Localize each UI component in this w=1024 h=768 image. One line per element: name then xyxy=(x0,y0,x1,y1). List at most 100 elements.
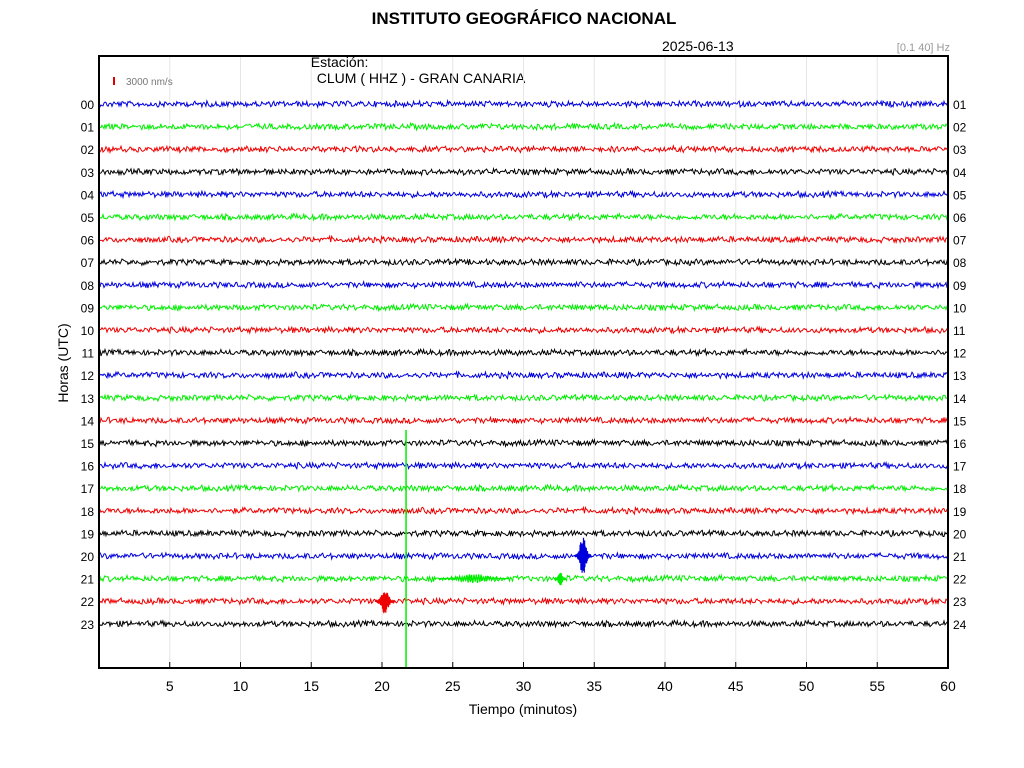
hour-label-right: 10 xyxy=(953,301,967,315)
hour-label-left: 11 xyxy=(82,347,95,361)
hour-label-right: 06 xyxy=(953,211,967,225)
x-tick-label: 45 xyxy=(728,678,744,694)
trace-hour-02 xyxy=(98,144,949,155)
x-tick-label: 20 xyxy=(374,678,390,694)
chart-title: INSTITUTO GEOGRÁFICO NACIONAL xyxy=(371,9,677,28)
trace-hour-07 xyxy=(98,257,949,268)
hour-label-left: 03 xyxy=(81,166,95,180)
hour-label-right: 07 xyxy=(953,234,967,248)
hour-label-left: 08 xyxy=(81,279,95,293)
x-tick-label: 50 xyxy=(799,678,815,694)
hour-label-right: 09 xyxy=(953,279,967,293)
scale-label: 3000 nm/s xyxy=(126,77,173,88)
hour-label-right: 11 xyxy=(953,324,966,338)
x-tick-label: 55 xyxy=(869,678,885,694)
y-axis-label: Horas (UTC) xyxy=(55,323,71,402)
event-burst-hour-22 xyxy=(374,592,395,614)
trace-hour-14 xyxy=(98,415,949,426)
trace-hour-00 xyxy=(98,98,949,109)
trace-hour-09 xyxy=(98,302,949,313)
trace-hour-22 xyxy=(98,596,949,607)
hour-label-right: 16 xyxy=(953,437,967,451)
grid-lines xyxy=(169,56,949,668)
hour-label-left: 17 xyxy=(81,482,95,496)
seismic-traces xyxy=(98,98,949,629)
hour-label-right: 20 xyxy=(953,527,967,541)
trace-hour-04 xyxy=(98,189,949,200)
hour-label-left: 10 xyxy=(81,324,95,338)
trace-hour-05 xyxy=(98,211,949,222)
hour-label-left: 07 xyxy=(81,256,95,270)
trace-hour-11 xyxy=(98,347,949,358)
hour-label-right: 05 xyxy=(953,188,967,202)
hour-label-left: 15 xyxy=(81,437,95,451)
hour-label-right: 03 xyxy=(953,143,967,157)
station-label: Estación: xyxy=(310,54,369,70)
hour-label-left: 12 xyxy=(81,369,95,383)
amplitude-scale: 3000 nm/s xyxy=(113,77,173,88)
hour-label-right: 17 xyxy=(953,460,967,474)
hour-label-left: 05 xyxy=(81,211,95,225)
trace-hour-01 xyxy=(98,121,949,132)
trace-hour-15 xyxy=(98,437,949,448)
x-tick-label: 30 xyxy=(516,678,532,694)
trace-hour-06 xyxy=(98,234,949,245)
hour-label-right: 19 xyxy=(953,505,967,519)
trace-hour-18 xyxy=(98,505,949,516)
hour-label-left: 00 xyxy=(81,98,95,112)
hour-label-left: 04 xyxy=(81,188,95,202)
date-label: 2025-06-13 xyxy=(662,38,734,54)
hour-label-left: 02 xyxy=(81,143,95,157)
hour-label-left: 23 xyxy=(81,618,95,632)
x-tick-label: 10 xyxy=(233,678,249,694)
hour-label-right: 15 xyxy=(953,414,967,428)
trace-hour-08 xyxy=(98,279,949,290)
hour-label-right: 18 xyxy=(953,482,967,496)
hour-label-right: 24 xyxy=(953,618,967,632)
hour-label-right: 21 xyxy=(953,550,967,564)
hour-label-right: 02 xyxy=(953,121,967,135)
seismic-events xyxy=(374,430,592,668)
hour-label-left: 13 xyxy=(81,392,95,406)
x-tick-label: 35 xyxy=(586,678,602,694)
x-tick-label: 15 xyxy=(303,678,319,694)
hour-label-right: 23 xyxy=(953,595,967,609)
trace-hour-16 xyxy=(98,460,949,471)
event-burst-hour-20 xyxy=(574,537,592,573)
trace-hour-13 xyxy=(98,393,949,403)
filter-band: [0.1 40] Hz xyxy=(896,42,950,54)
trace-hour-10 xyxy=(98,325,949,335)
scale-bar xyxy=(113,77,115,85)
trace-hour-12 xyxy=(98,370,949,381)
hour-label-left: 14 xyxy=(81,414,95,428)
trace-hour-21 xyxy=(98,573,949,584)
x-tick-label: 60 xyxy=(940,678,956,694)
x-tick-label: 5 xyxy=(166,678,174,694)
trace-hour-19 xyxy=(98,528,949,539)
hour-label-left: 16 xyxy=(81,460,95,474)
hour-label-left: 22 xyxy=(81,595,95,609)
plot-frame xyxy=(98,55,949,669)
trace-hour-23 xyxy=(98,619,949,629)
x-tick-label: 25 xyxy=(445,678,461,694)
hour-label-right: 14 xyxy=(953,392,967,406)
hour-label-right: 22 xyxy=(953,573,967,587)
x-axis-label: Tiempo (minutos) xyxy=(469,701,577,717)
axis-labels: 5 10 15 20 25 30 35 40 45 50 55 60 00 01 01 02 02 03 03 04 0… xyxy=(81,98,967,694)
hour-label-left: 09 xyxy=(81,301,95,315)
trace-hour-03 xyxy=(98,166,949,177)
x-tick-label: 40 xyxy=(657,678,673,694)
hour-label-right: 01 xyxy=(953,98,967,112)
hour-label-right: 08 xyxy=(953,256,967,270)
hour-label-right: 12 xyxy=(953,347,967,361)
hour-label-left: 20 xyxy=(81,550,95,564)
hour-label-left: 06 xyxy=(81,234,95,248)
station-info: Estación: CLUM ( HHZ ) - GRAN CANARIA xyxy=(303,38,525,86)
event-coda-hour-21 xyxy=(438,574,510,584)
station-name: CLUM ( HHZ ) - GRAN CANARIA xyxy=(316,70,526,86)
hour-label-left: 19 xyxy=(81,527,95,541)
hour-label-left: 01 xyxy=(81,121,95,135)
hour-label-right: 13 xyxy=(953,369,967,383)
hour-label-right: 04 xyxy=(953,166,967,180)
